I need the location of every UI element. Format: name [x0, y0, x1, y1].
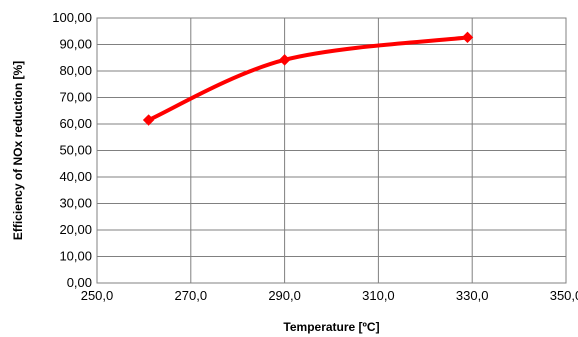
y-tick-label: 100,00: [52, 10, 92, 25]
data-point-marker: [278, 54, 291, 66]
x-axis-title: Temperature [ºC]: [283, 320, 379, 334]
y-axis-title: Efficiency of NOx reduction [%]: [11, 61, 25, 240]
x-tick-label: 330,0: [456, 288, 489, 303]
x-tick-label: 350,0: [550, 288, 578, 303]
y-tick-label: 60,00: [59, 116, 92, 131]
x-tick-label: 250,0: [81, 288, 114, 303]
y-axis-tick-labels: 0,00 10,00 20,00 30,00 40,00 50,00 60,00 70,00 8…: [52, 10, 92, 290]
data-point-marker: [461, 31, 474, 44]
y-tick-label: 30,00: [59, 196, 92, 211]
y-tick-label: 40,00: [59, 169, 92, 184]
x-axis-tick-labels: 250,0 270,0 290,0 310,0 330,0 350,0: [81, 288, 578, 303]
gridlines: [97, 18, 566, 283]
y-tick-label: 10,00: [59, 249, 92, 264]
y-tick-label: 20,00: [59, 222, 92, 237]
x-tick-label: 310,0: [362, 288, 395, 303]
y-tick-label: 70,00: [59, 90, 92, 105]
y-tick-label: 90,00: [59, 37, 92, 52]
series-layer: [142, 31, 474, 126]
x-tick-label: 270,0: [175, 288, 208, 303]
plot-area-border: [96, 17, 567, 284]
data-point-marker: [142, 114, 155, 126]
x-tick-label: 290,0: [268, 288, 301, 303]
y-tick-label: 80,00: [59, 63, 92, 78]
y-tick-label: 0,00: [67, 275, 92, 290]
y-tick-label: 50,00: [59, 143, 92, 158]
